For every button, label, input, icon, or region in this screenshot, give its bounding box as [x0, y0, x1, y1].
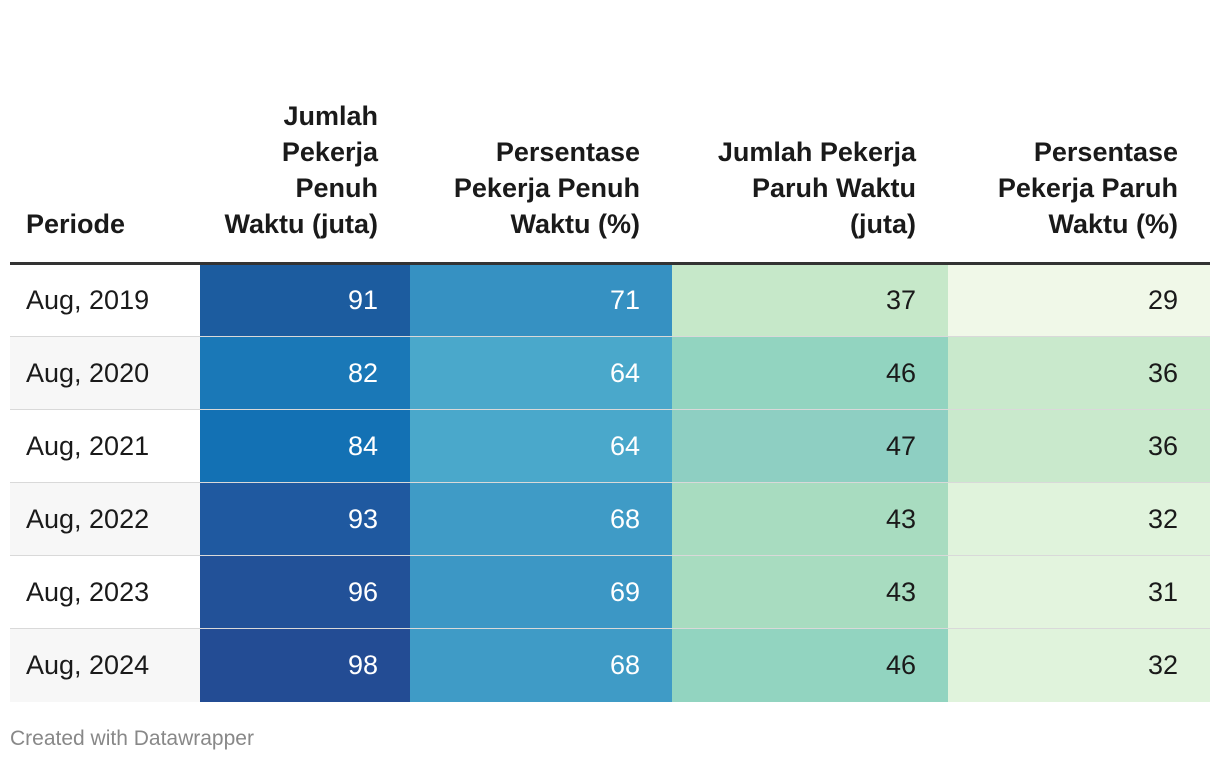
table-row: Aug, 2020 82 64 46 36 [10, 336, 1210, 410]
cell-periode: Aug, 2023 [10, 555, 200, 629]
table-row: Aug, 2022 93 68 43 32 [10, 482, 1210, 556]
data-table: Periode Jumlah Pekerja Penuh Waktu (juta… [10, 0, 1210, 702]
column-header-jumlah-paruh-waktu[interactable]: Jumlah Pekerja Paruh Waktu (juta) [672, 0, 948, 265]
cell-jumlah-paruh-waktu: 47 [672, 409, 948, 483]
cell-periode: Aug, 2020 [10, 336, 200, 410]
cell-jumlah-paruh-waktu: 37 [672, 263, 948, 337]
cell-jumlah-paruh-waktu: 43 [672, 555, 948, 629]
cell-jumlah-penuh-waktu: 98 [200, 628, 410, 702]
cell-jumlah-penuh-waktu: 93 [200, 482, 410, 556]
table-row: Aug, 2023 96 69 43 31 [10, 555, 1210, 629]
table-header-row: Periode Jumlah Pekerja Penuh Waktu (juta… [10, 0, 1210, 265]
table-row: Aug, 2024 98 68 46 32 [10, 628, 1210, 702]
cell-jumlah-penuh-waktu: 96 [200, 555, 410, 629]
cell-persentase-penuh-waktu: 68 [410, 628, 672, 702]
column-header-jumlah-penuh-waktu[interactable]: Jumlah Pekerja Penuh Waktu (juta) [200, 0, 410, 265]
cell-persentase-penuh-waktu: 69 [410, 555, 672, 629]
cell-persentase-penuh-waktu: 68 [410, 482, 672, 556]
column-header-persentase-paruh-waktu[interactable]: Persentase Pekerja Paruh Waktu (%) [948, 0, 1210, 265]
cell-jumlah-paruh-waktu: 46 [672, 628, 948, 702]
column-header-persentase-penuh-waktu[interactable]: Persentase Pekerja Penuh Waktu (%) [410, 0, 672, 265]
cell-periode: Aug, 2022 [10, 482, 200, 556]
cell-jumlah-penuh-waktu: 84 [200, 409, 410, 483]
cell-periode: Aug, 2019 [10, 263, 200, 337]
cell-jumlah-penuh-waktu: 91 [200, 263, 410, 337]
cell-persentase-paruh-waktu: 36 [948, 336, 1210, 410]
cell-jumlah-paruh-waktu: 46 [672, 336, 948, 410]
cell-persentase-paruh-waktu: 32 [948, 482, 1210, 556]
cell-periode: Aug, 2021 [10, 409, 200, 483]
data-table-container: Periode Jumlah Pekerja Penuh Waktu (juta… [10, 0, 1210, 702]
cell-jumlah-paruh-waktu: 43 [672, 482, 948, 556]
table-body: Aug, 2019 91 71 37 29 Aug, 2020 82 64 46 36 Aug, 2… [10, 263, 1210, 702]
cell-periode: Aug, 2024 [10, 628, 200, 702]
cell-persentase-paruh-waktu: 36 [948, 409, 1210, 483]
cell-persentase-paruh-waktu: 31 [948, 555, 1210, 629]
table-row: Aug, 2019 91 71 37 29 [10, 263, 1210, 337]
column-header-periode[interactable]: Periode [10, 0, 200, 265]
cell-persentase-paruh-waktu: 29 [948, 263, 1210, 337]
table-row: Aug, 2021 84 64 47 36 [10, 409, 1210, 483]
cell-persentase-penuh-waktu: 64 [410, 409, 672, 483]
cell-persentase-penuh-waktu: 71 [410, 263, 672, 337]
cell-persentase-paruh-waktu: 32 [948, 628, 1210, 702]
cell-persentase-penuh-waktu: 64 [410, 336, 672, 410]
cell-jumlah-penuh-waktu: 82 [200, 336, 410, 410]
credit-footer: Created with Datawrapper [10, 727, 254, 750]
